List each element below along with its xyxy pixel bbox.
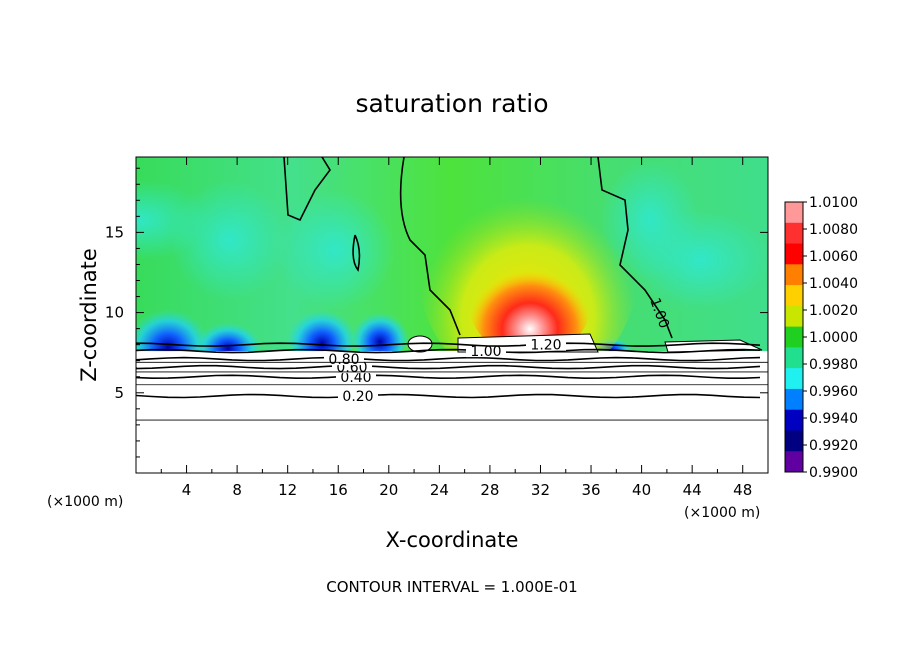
colorbar-swatch xyxy=(785,451,803,473)
subsaturated-pocket-1 xyxy=(194,312,262,364)
x-tick-label: 32 xyxy=(531,481,550,499)
contour-lines: 0.200.400.600.801.00 1.201.00 xyxy=(136,157,768,421)
contour-line-saturation xyxy=(399,157,461,336)
colorbar-label: 0.9920 xyxy=(809,438,858,454)
y-tick-label: 10 xyxy=(105,304,124,322)
contour-line-0.80 xyxy=(136,356,761,362)
subsaturated-pocket-2 xyxy=(286,296,358,364)
cyan-region-1 xyxy=(170,180,290,300)
y-axis-label: Z-coordinate xyxy=(77,248,101,382)
contour-line-1.20 xyxy=(136,342,761,347)
colorbar-swatch xyxy=(785,326,803,348)
contour-label: 1.20 xyxy=(530,338,561,354)
contour-line-0.40 xyxy=(136,374,761,380)
colorbar-swatch xyxy=(785,347,803,369)
y-tick-label: 5 xyxy=(114,384,124,402)
colorbar-swatch xyxy=(785,388,803,411)
cyan-region-2 xyxy=(275,190,395,310)
y-tick-label: 15 xyxy=(105,223,124,241)
colorbar-label: 1.0100 xyxy=(809,195,858,211)
x-tick-label: 44 xyxy=(683,481,702,499)
contour-label: 0.40 xyxy=(340,370,371,386)
x-tick-label: 36 xyxy=(581,481,600,499)
contour-label-bg xyxy=(338,388,378,403)
colorbar-swatch xyxy=(785,243,803,265)
contour-line-1.00 xyxy=(136,348,761,354)
x-unit-label-left: (×1000 m) xyxy=(47,494,123,510)
colorbar: 1.0100 1.0080 1.0060 1.0040 1.0020 1.0000 0.99… xyxy=(784,195,858,481)
contour-label: 0.80 xyxy=(328,352,359,368)
y-axis-ticks: 5 10 15 xyxy=(105,167,768,458)
x-tick-label: 20 xyxy=(379,481,398,499)
colorbar-swatch xyxy=(785,264,803,286)
contour-label: 1.00 xyxy=(470,344,501,360)
colorbar-label: 1.0080 xyxy=(809,222,858,238)
plume-core xyxy=(468,242,592,358)
colorbar-label: 0.9980 xyxy=(809,357,858,373)
contour-line-saturation xyxy=(597,157,673,339)
colorbar-label: 1.0000 xyxy=(809,330,858,346)
colorbar-label: 0.9940 xyxy=(809,411,858,427)
colorbar-label: 0.9960 xyxy=(809,384,858,400)
stable-layer xyxy=(136,351,768,473)
chart-title: saturation ratio xyxy=(355,89,548,118)
field-shapes xyxy=(136,157,768,473)
plot-frame xyxy=(135,156,769,474)
x-tick-label: 8 xyxy=(232,481,242,499)
x-tick-label: 12 xyxy=(278,481,297,499)
x-tick-label: 28 xyxy=(480,481,499,499)
x-tick-label: 24 xyxy=(430,481,449,499)
colorbar-swatch xyxy=(785,409,803,431)
plot-area: 0.200.400.600.801.00 1.201.00 xyxy=(136,157,768,473)
colorbar-swatch xyxy=(785,368,803,390)
contour-line-0.20 xyxy=(136,393,761,399)
colorbar-swatch xyxy=(785,305,803,328)
subsaturated-pocket-3 xyxy=(350,300,410,360)
colorbar-swatch xyxy=(785,222,803,245)
x-unit-label-right: (×1000 m) xyxy=(684,505,760,521)
colorbar-label: 1.0020 xyxy=(809,303,858,319)
x-axis-ticks: 4 8 12 16 20 24 28 32 36 40 44 48 xyxy=(160,157,752,499)
x-tick-label: 4 xyxy=(182,481,192,499)
colorbar-swatch xyxy=(785,285,803,307)
colorbar-label: 1.0040 xyxy=(809,276,858,292)
contour-label-bg xyxy=(526,336,566,351)
colorbar-swatch xyxy=(785,202,803,224)
contour-line-0.60 xyxy=(136,364,761,370)
x-tick-label: 40 xyxy=(632,481,651,499)
colorbar-label: 1.0060 xyxy=(809,249,858,265)
x-axis-label: X-coordinate xyxy=(386,528,519,552)
contour-line-saturation xyxy=(352,234,361,272)
colorbar-label: 0.9900 xyxy=(809,465,858,481)
x-tick-label: 16 xyxy=(329,481,348,499)
colorbar-swatch xyxy=(785,430,803,452)
contour-label-bg xyxy=(324,351,364,366)
contour-label: 0.20 xyxy=(342,389,373,405)
contour-interval-note: CONTOUR INTERVAL = 1.000E-01 xyxy=(326,578,577,596)
contour-line-saturation xyxy=(283,157,331,222)
x-tick-label: 48 xyxy=(733,481,752,499)
